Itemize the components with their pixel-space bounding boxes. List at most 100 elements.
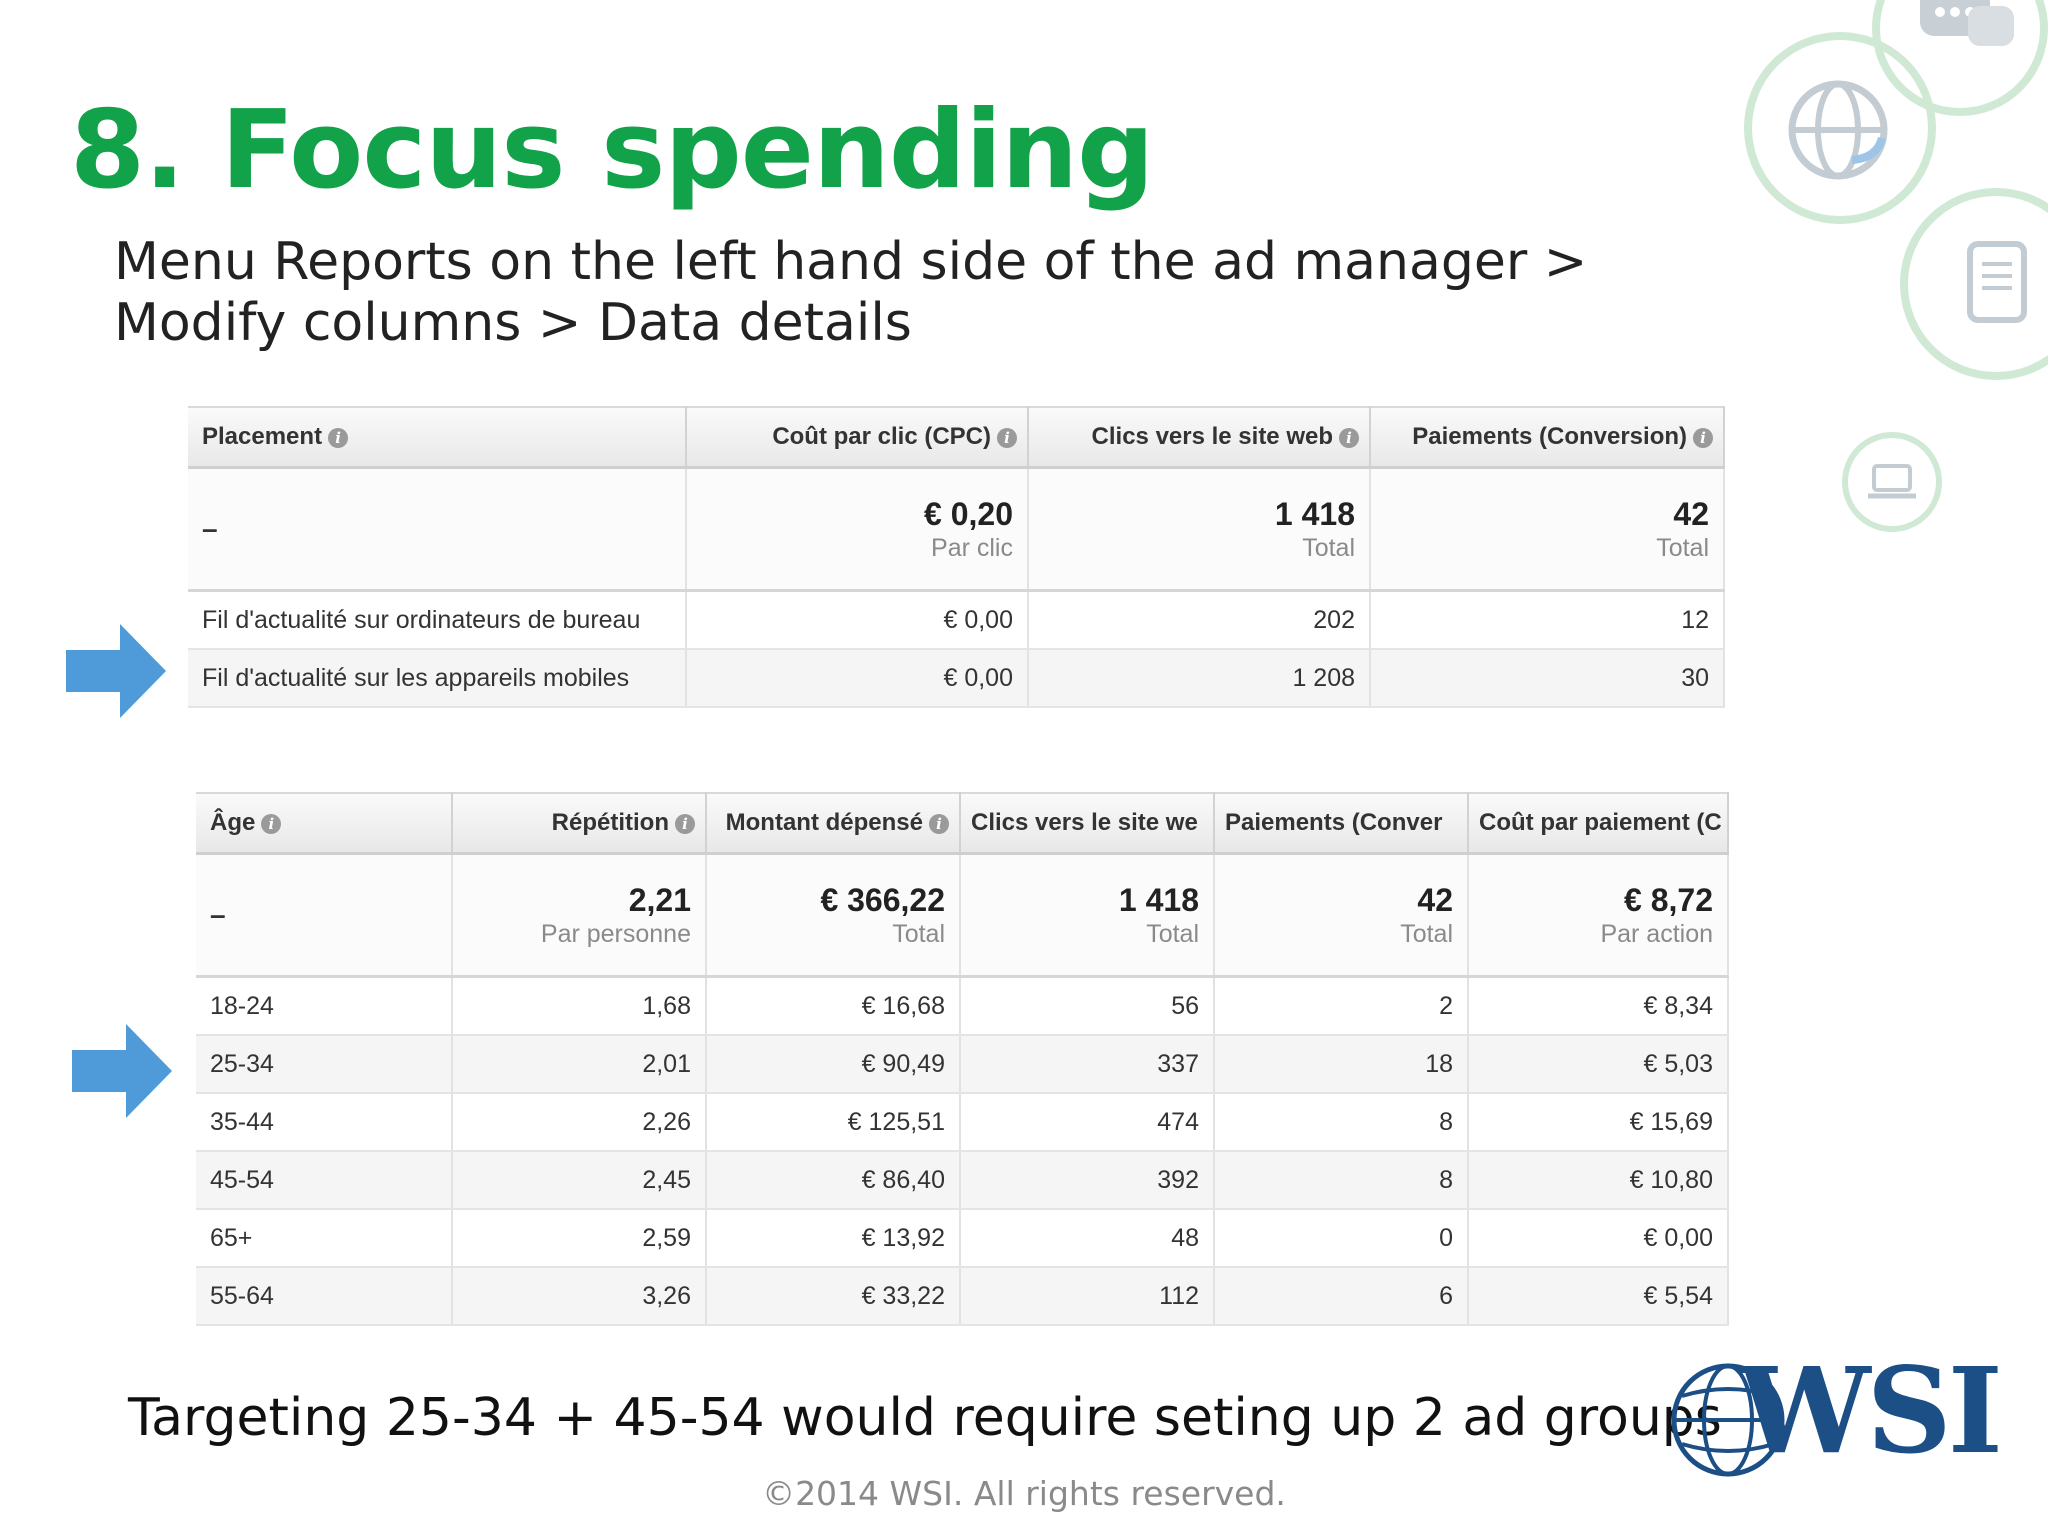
table-row[interactable]: 65+ 2,59 € 13,92 48 0 € 0,00 [196, 1209, 1729, 1268]
age-col-header[interactable]: Clics vers le site we [960, 792, 1215, 855]
globe-icon [1788, 80, 1888, 180]
table-cell: € 5,03 [1468, 1035, 1729, 1094]
age-col-header[interactable]: Répétition i [452, 792, 707, 855]
table-cell: € 0,00 [686, 590, 1029, 650]
info-icon[interactable]: i [1339, 427, 1359, 448]
table-cell: € 8,34 [1468, 976, 1729, 1036]
table-cell: 2,59 [452, 1209, 707, 1268]
table-cell: 55-64 [196, 1267, 453, 1326]
table-cell: € 86,40 [706, 1151, 961, 1210]
table-cell: € 16,68 [706, 976, 961, 1036]
age-table: Âge i Répétition i Montant dépensé i Clics … [196, 792, 1729, 1326]
summary-cell: € 366,22 Total [706, 853, 961, 978]
summary-cell: – [188, 467, 687, 592]
table-cell: 56 [960, 976, 1215, 1036]
table-cell: 3,26 [452, 1267, 707, 1326]
age-col-header[interactable]: Coût par paiement (C [1468, 792, 1729, 855]
table-cell: Fil d'actualité sur ordinateurs de burea… [188, 590, 687, 650]
copyright-footer: ©2014 WSI. All rights reserved. [762, 1474, 1286, 1513]
globe-logo-icon [1671, 1363, 1785, 1477]
placement-table: Placement i Coût par clic (CPC) i Clics ve… [188, 406, 1725, 708]
placement-col-header[interactable]: Paiements (Conversion) i [1370, 406, 1725, 469]
table-cell: 0 [1214, 1209, 1469, 1268]
bottom-note: Targeting 25-34 + 45-54 would require se… [128, 1388, 1722, 1448]
info-icon[interactable]: i [997, 427, 1017, 448]
table-cell: 12 [1370, 590, 1725, 650]
info-icon[interactable]: i [261, 813, 282, 834]
table-cell: 48 [960, 1209, 1215, 1268]
wsi-logo: WSI [1668, 1346, 2003, 1482]
age-header-row: Âge i Répétition i Montant dépensé i Clics … [196, 792, 1729, 855]
table-cell: € 15,69 [1468, 1093, 1729, 1152]
table-cell: 2,26 [452, 1093, 707, 1152]
table-cell: 1 208 [1028, 649, 1371, 708]
table-cell: Fil d'actualité sur les appareils mobile… [188, 649, 687, 708]
table-row[interactable]: 55-64 3,26 € 33,22 112 6 € 5,54 [196, 1267, 1729, 1326]
summary-cell: 42 Total [1370, 467, 1725, 592]
placement-summary-row: – € 0,20 Par clic 1 418 Total 42 Total [188, 467, 1725, 592]
table-cell: 1,68 [452, 976, 707, 1036]
table-cell: 337 [960, 1035, 1215, 1094]
summary-cell: 1 418 Total [960, 853, 1215, 978]
summary-cell: 1 418 Total [1028, 467, 1371, 592]
summary-cell: € 8,72 Par action [1468, 853, 1729, 978]
table-cell: 6 [1214, 1267, 1469, 1326]
table-cell: 30 [1370, 649, 1725, 708]
table-cell: € 13,92 [706, 1209, 961, 1268]
table-cell: € 0,00 [686, 649, 1029, 708]
info-icon[interactable]: i [675, 813, 695, 834]
table-row[interactable]: 35-44 2,26 € 125,51 474 8 € 15,69 [196, 1093, 1729, 1152]
placement-col-header[interactable]: Coût par clic (CPC) i [686, 406, 1029, 469]
table-cell: 392 [960, 1151, 1215, 1210]
table-row[interactable]: Fil d'actualité sur les appareils mobile… [188, 649, 1725, 708]
table-cell: 65+ [196, 1209, 453, 1268]
table-row[interactable]: 18-24 1,68 € 16,68 56 2 € 8,34 [196, 976, 1729, 1036]
placement-col-header[interactable]: Placement i [188, 406, 687, 469]
deco-circle-document [1900, 188, 2048, 380]
table-row[interactable]: 45-54 2,45 € 86,40 392 8 € 10,80 [196, 1151, 1729, 1210]
slide-title: 8. Focus spending [70, 88, 1154, 213]
summary-cell: 2,21 Par personne [452, 853, 707, 978]
table-cell: 18 [1214, 1035, 1469, 1094]
table-cell: € 5,54 [1468, 1267, 1729, 1326]
tablet-icon [1967, 241, 2027, 323]
table-cell: € 33,22 [706, 1267, 961, 1326]
laptop-icon [1868, 464, 1916, 499]
placement-header-row: Placement i Coût par clic (CPC) i Clics ve… [188, 406, 1725, 469]
table-cell: 8 [1214, 1151, 1469, 1210]
table-cell: 45-54 [196, 1151, 453, 1210]
table-cell: € 90,49 [706, 1035, 961, 1094]
slide-subtitle: Menu Reports on the left hand side of th… [114, 232, 1588, 353]
table-cell: 18-24 [196, 976, 453, 1036]
table-cell: 8 [1214, 1093, 1469, 1152]
age-col-header[interactable]: Âge i [196, 792, 453, 855]
table-cell: 474 [960, 1093, 1215, 1152]
deco-circle-laptop [1842, 432, 1942, 532]
table-cell: 25-34 [196, 1035, 453, 1094]
summary-cell: 42 Total [1214, 853, 1469, 978]
table-cell: 202 [1028, 590, 1371, 650]
table-row[interactable]: Fil d'actualité sur ordinateurs de burea… [188, 590, 1725, 650]
placement-col-header[interactable]: Clics vers le site web i [1028, 406, 1371, 469]
arrow-right-icon [72, 1024, 172, 1118]
table-row[interactable]: 25-34 2,01 € 90,49 337 18 € 5,03 [196, 1035, 1729, 1094]
info-icon[interactable]: i [929, 813, 949, 834]
table-cell: 2,01 [452, 1035, 707, 1094]
info-icon[interactable]: i [1693, 427, 1713, 448]
age-col-header[interactable]: Paiements (Conver [1214, 792, 1469, 855]
age-col-header[interactable]: Montant dépensé i [706, 792, 961, 855]
table-cell: 2 [1214, 976, 1469, 1036]
deco-circle-globe [1744, 32, 1936, 224]
chat-bubbles-icon [1920, 0, 2014, 46]
arrow-right-icon [66, 624, 166, 718]
table-cell: € 125,51 [706, 1093, 961, 1152]
summary-cell: € 0,20 Par clic [686, 467, 1029, 592]
logo-text: WSI [1738, 1341, 2003, 1480]
table-cell: 35-44 [196, 1093, 453, 1152]
table-cell: 2,45 [452, 1151, 707, 1210]
table-cell: 112 [960, 1267, 1215, 1326]
age-summary-row: – 2,21 Par personne € 366,22 Total 1 418 To… [196, 853, 1729, 978]
summary-cell: – [196, 853, 453, 978]
table-cell: € 10,80 [1468, 1151, 1729, 1210]
info-icon[interactable]: i [328, 427, 349, 448]
